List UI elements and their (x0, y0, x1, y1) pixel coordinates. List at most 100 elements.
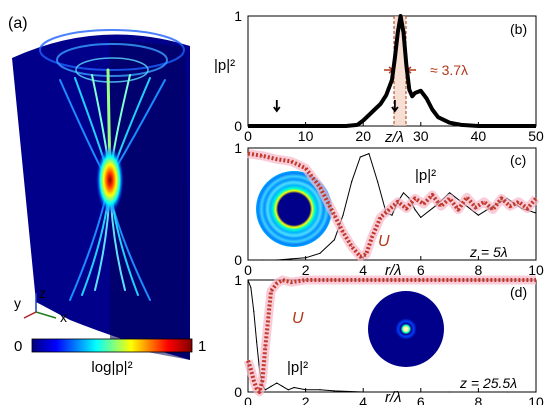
data-point (368, 153, 370, 155)
data-point (449, 192, 451, 194)
x-tick-label: 4 (359, 262, 367, 278)
x-tick-label: 10 (528, 394, 544, 405)
data-point (405, 64, 407, 67)
data-point (506, 391, 508, 393)
axis-y-label: y (14, 295, 21, 311)
data-point (250, 287, 252, 289)
data-point (333, 279, 335, 281)
data-point (256, 388, 258, 390)
data-point (437, 116, 439, 118)
x-tick-label: 20 (355, 128, 371, 144)
series-line-intensity (248, 14, 536, 128)
data-point (270, 290, 272, 292)
data-point (414, 197, 416, 199)
y-tick-label: 0 (234, 252, 242, 268)
data-point (420, 216, 422, 219)
series-line-phase (247, 151, 538, 259)
data-point (420, 279, 422, 281)
data-point (477, 391, 479, 393)
data-point (371, 237, 373, 239)
panel-d-xlabel: r/λ (385, 389, 402, 405)
data-point (270, 385, 272, 387)
data-point (506, 125, 508, 127)
panel-b-label: (b) (510, 21, 527, 37)
data-point (391, 391, 393, 393)
data-point (449, 197, 451, 199)
data-point (276, 158, 278, 160)
data-point (460, 124, 462, 126)
data-point (362, 391, 364, 393)
y-tick-label: 0 (234, 118, 242, 134)
position-arrow-marker (391, 100, 399, 113)
panel-d: (d) U |p|² z = 25.5λ r/λ 0 2 4 6 8 10 0 1 (234, 272, 544, 405)
x-tick-label: 50 (528, 128, 544, 144)
data-point (276, 382, 278, 384)
panel-d-phase-label: U (292, 310, 304, 327)
data-point (457, 209, 459, 211)
panel-a: (a) z y x 0 1 log|p (8, 15, 206, 376)
data-point (351, 245, 353, 248)
data-point (535, 212, 537, 214)
data-point (328, 203, 330, 205)
data-point (319, 186, 321, 188)
data-point (377, 181, 379, 183)
series-line-phase (246, 278, 536, 394)
x-tick-label: 6 (417, 394, 425, 405)
data-point (431, 108, 433, 111)
data-point (365, 253, 367, 255)
focal-width-annotation: ≈ 3.7λ (430, 62, 468, 78)
x-tick-label: 2 (302, 262, 310, 278)
x-tick-label: 30 (413, 128, 429, 144)
data-point (474, 206, 477, 208)
panel-a-label: (a) (8, 15, 28, 32)
data-point (391, 214, 393, 216)
x-tick-label: 6 (417, 262, 425, 278)
data-point (391, 79, 393, 81)
data-point (356, 124, 359, 126)
panel-b: ≈ 3.7λ (b) |p|² z/λ 0 10 20 30 40 50 0 1 (214, 8, 544, 146)
data-point (247, 153, 249, 155)
data-point (345, 125, 347, 127)
data-point (506, 279, 508, 281)
data-point (402, 31, 405, 34)
data-point (276, 259, 278, 261)
data-point (305, 257, 307, 259)
data-point (423, 203, 425, 205)
data-point (411, 95, 413, 97)
ring-pattern-d (368, 291, 444, 367)
data-point (477, 214, 479, 216)
colorbar-label: log|p|² (91, 359, 132, 376)
data-point (466, 196, 468, 198)
data-point (518, 201, 520, 203)
colorbar-min: 0 (14, 338, 22, 355)
data-point (440, 205, 442, 207)
panel-d-intensity-label: |p|² (287, 359, 308, 376)
data-point (391, 279, 393, 281)
panel-c: (c) |p|² U z = 5λ r/λ 0 2 4 6 8 10 0 1 (234, 140, 544, 279)
data-point (394, 57, 396, 59)
ring-pattern-c (256, 171, 332, 247)
data-point (374, 108, 376, 111)
data-point (319, 389, 321, 391)
data-point (261, 380, 263, 382)
data-point (333, 239, 335, 241)
panel-c-phase-label: U (378, 233, 390, 250)
panel-b-xlabel: z/λ (384, 129, 404, 146)
data-point (281, 385, 284, 387)
data-point (258, 391, 261, 393)
panel-c-xlabel: r/λ (385, 262, 402, 279)
data-point (414, 209, 416, 211)
data-point (247, 125, 249, 127)
data-point (305, 389, 307, 391)
data-point (281, 279, 284, 281)
data-point (492, 209, 494, 211)
panel-b-frame (247, 15, 537, 127)
data-point (293, 386, 295, 389)
data-point (526, 207, 528, 210)
data-point (509, 205, 511, 207)
series-line-intensity (247, 279, 536, 393)
data-point (397, 201, 399, 203)
data-point (261, 259, 263, 261)
x-tick-label: 4 (359, 394, 367, 405)
data-point (333, 390, 335, 392)
